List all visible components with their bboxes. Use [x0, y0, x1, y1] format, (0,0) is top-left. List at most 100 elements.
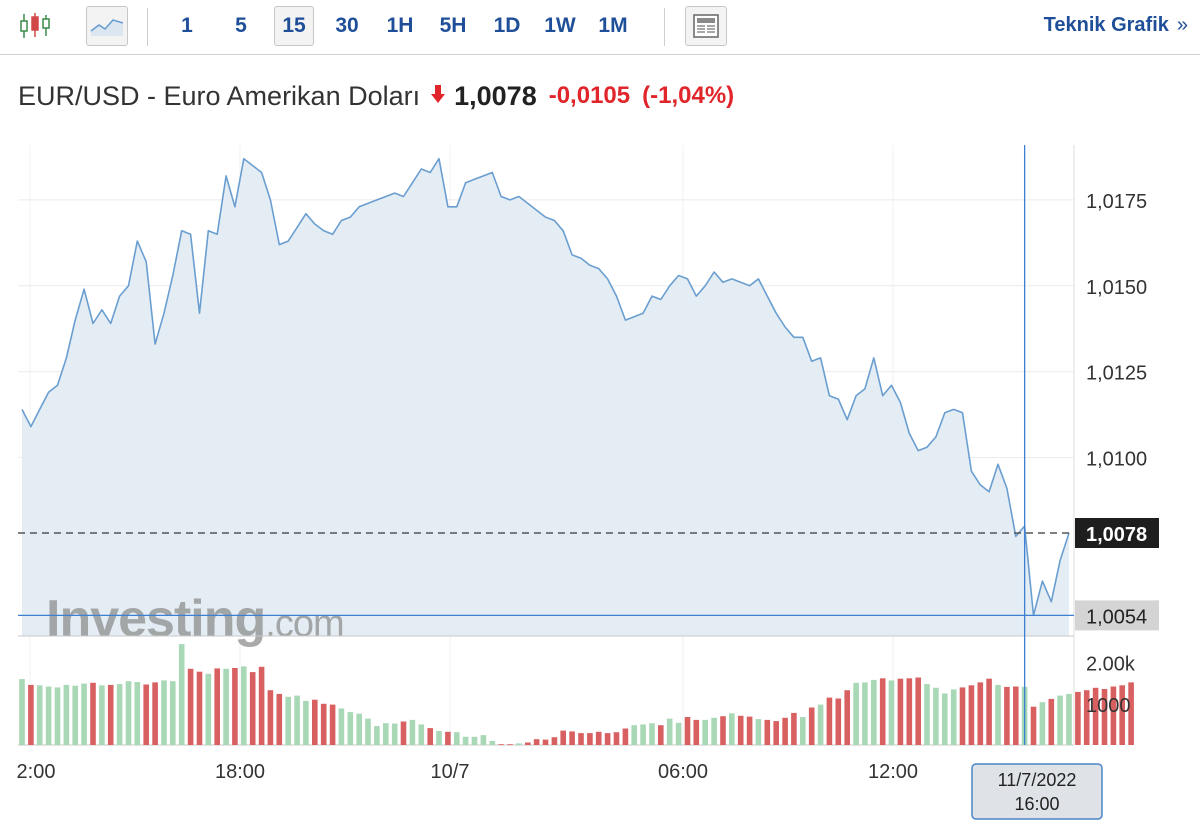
- volume-bar: [773, 721, 779, 745]
- volume-bar: [525, 742, 531, 745]
- volume-bar: [187, 668, 194, 745]
- volume-bar: [285, 696, 291, 745]
- volume-bar: [462, 736, 469, 745]
- technical-chart-link[interactable]: Teknik Grafik »: [1044, 14, 1188, 37]
- news-icon[interactable]: [685, 6, 727, 46]
- interval-5h-button[interactable]: 5H: [439, 14, 467, 37]
- volume-bar: [933, 687, 939, 745]
- volume-bar: [1092, 687, 1099, 745]
- volume-bar: [516, 743, 522, 745]
- interval-5-button[interactable]: 5: [235, 14, 247, 37]
- double-chevron-right-icon: »: [1176, 14, 1188, 36]
- interval-30-button[interactable]: 30: [335, 14, 359, 37]
- volume-bar: [906, 678, 913, 745]
- volume-bar: [107, 684, 114, 745]
- volume-bar: [986, 678, 992, 745]
- volume-bar: [800, 717, 806, 745]
- instrument-name: EUR/USD - Euro Amerikan Doları: [18, 80, 421, 111]
- volume-bar: [223, 668, 229, 745]
- crosshair-date-tag: [971, 763, 1103, 820]
- x-tick-label: 10/7: [431, 761, 470, 783]
- volume-bar: [36, 685, 43, 745]
- investing-watermark: Investing.com: [46, 590, 344, 648]
- volume-bar: [817, 704, 824, 745]
- volume-bar: [480, 735, 487, 745]
- volume-bar: [329, 704, 336, 745]
- volume-bar: [170, 681, 176, 745]
- volume-bar: [968, 685, 975, 745]
- price-change: -0,0105: [548, 82, 631, 109]
- volume-bar: [897, 678, 904, 745]
- x-tick-label: 18:00: [215, 761, 265, 783]
- volume-bar: [1066, 693, 1072, 745]
- volume-bar: [19, 679, 25, 745]
- volume-bar: [915, 677, 921, 745]
- interval-1m-button[interactable]: 1M: [598, 14, 628, 37]
- volume-bar: [720, 716, 726, 745]
- volume-bar: [950, 689, 957, 745]
- volume-bar: [711, 717, 717, 745]
- volume-bar: [649, 723, 655, 745]
- crosshair-time-label: 16:00: [1014, 794, 1059, 814]
- volume-bar: [835, 698, 842, 745]
- volume-bar: [99, 685, 105, 745]
- volume-bar: [454, 732, 460, 745]
- volume-bar: [365, 718, 371, 745]
- volume-bar: [267, 690, 274, 745]
- volume-bar: [604, 733, 611, 745]
- interval-15-button[interactable]: 15: [274, 6, 314, 46]
- volume-bar: [791, 712, 797, 745]
- volume-bar: [666, 718, 673, 745]
- volume-bar: [28, 684, 34, 745]
- x-tick-label: 06:00: [658, 761, 708, 783]
- interval-1d-button[interactable]: 1D: [493, 14, 521, 37]
- last-price-tag-label: 1,0078: [1086, 524, 1147, 546]
- volume-bar: [214, 668, 220, 745]
- last-price: 1,0078: [454, 80, 537, 111]
- price-line: [21, 157, 1070, 617]
- volume-bar: [977, 682, 984, 745]
- volume-bar: [862, 682, 868, 745]
- toolbar-divider: [147, 8, 148, 46]
- crosshair-value-label: 1,0054: [1086, 606, 1147, 628]
- volume-bar: [1004, 686, 1010, 745]
- volume-bar: [888, 680, 895, 745]
- volume-bar: [232, 668, 238, 745]
- volume-bar: [418, 724, 425, 745]
- interval-1-button[interactable]: 1: [181, 14, 193, 37]
- volume-bar: [658, 725, 664, 745]
- volume-bar: [445, 731, 451, 745]
- technical-chart-label: Teknik Grafik: [1043, 14, 1169, 36]
- volume-bar: [205, 673, 212, 745]
- volume-bar: [782, 717, 788, 745]
- volume-bar: [959, 687, 966, 745]
- volume-bar: [613, 732, 620, 745]
- y-tick-label: 1,0175: [1086, 191, 1147, 213]
- volume-bar: [853, 682, 859, 745]
- volume-bar: [498, 744, 504, 745]
- y-tick-label: 1,0150: [1086, 277, 1147, 299]
- volume-bar: [312, 699, 318, 745]
- volume-bar: [879, 678, 886, 745]
- toolbar-divider: [664, 8, 665, 46]
- area-chart-icon[interactable]: [86, 6, 128, 46]
- volume-bar: [622, 728, 629, 745]
- volume-bar: [436, 731, 442, 745]
- volume-bar: [587, 733, 593, 745]
- volume-bar: [427, 728, 433, 745]
- volume-bar: [72, 685, 78, 745]
- interval-1w-button[interactable]: 1W: [544, 14, 576, 37]
- volume-bar: [161, 680, 167, 745]
- volume-bar: [134, 682, 141, 745]
- volume-bar: [391, 723, 398, 745]
- volume-bar: [178, 644, 185, 745]
- last-price-tag: [1075, 517, 1159, 548]
- volume-bar: [808, 707, 815, 745]
- price-area: [22, 158, 1069, 636]
- interval-1h-button[interactable]: 1H: [386, 14, 414, 37]
- candlestick-icon[interactable]: [14, 6, 56, 46]
- x-tick-label: 2:00: [17, 761, 56, 783]
- volume-bar: [560, 730, 566, 745]
- crosshair-date-label: 11/7/2022: [998, 770, 1077, 790]
